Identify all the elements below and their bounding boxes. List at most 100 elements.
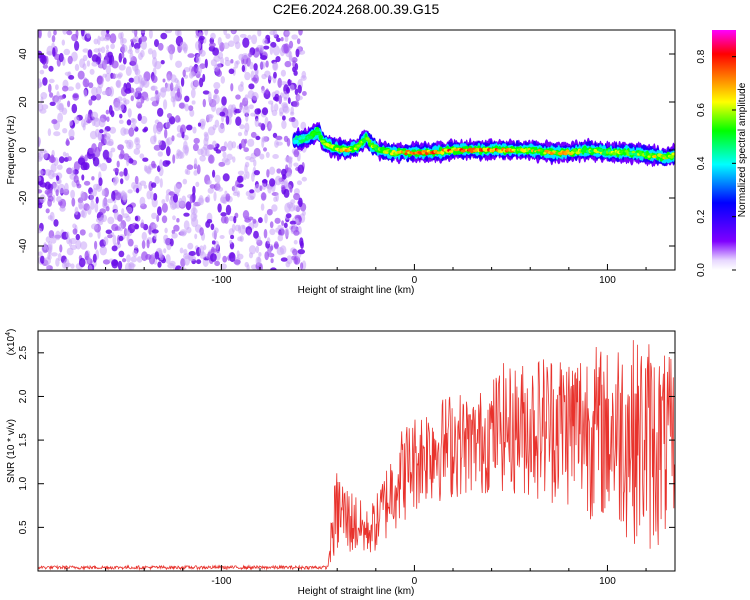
noise-blob [183, 212, 190, 217]
noise-blob [219, 235, 225, 239]
noise-blob [234, 60, 239, 69]
noise-blob [122, 258, 127, 263]
noise-blob [126, 119, 132, 126]
noise-blob [239, 106, 243, 112]
noise-blob [67, 86, 74, 91]
noise-blob [168, 116, 176, 125]
noise-blob [156, 127, 162, 135]
noise-blob [57, 112, 63, 123]
noise-blob [165, 193, 170, 203]
noise-blob [70, 189, 75, 199]
noise-blob [276, 168, 282, 174]
noise-blob [212, 47, 220, 56]
noise-blob [66, 30, 73, 36]
noise-blob [171, 203, 178, 209]
noise-blob [91, 176, 95, 181]
noise-blob [257, 108, 261, 114]
noise-blob [289, 84, 295, 92]
noise-blob [244, 161, 250, 168]
noise-blob [287, 78, 291, 87]
noise-blob [168, 191, 175, 196]
noise-blob [213, 227, 219, 234]
noise-blob [103, 129, 108, 135]
noise-blob [89, 130, 98, 140]
x-tick-label: -100 [211, 275, 231, 286]
noise-blob [232, 156, 236, 163]
noise-blob [47, 128, 52, 137]
y-tick-label: 1.5 [18, 433, 29, 447]
noise-blob [105, 72, 111, 82]
noise-blob [220, 215, 227, 224]
noise-blob [254, 183, 262, 193]
noise-blob [49, 92, 54, 98]
noise-blob [101, 188, 106, 196]
noise-blob [299, 237, 304, 247]
noise-blob [293, 70, 298, 76]
noise-blob [285, 156, 293, 161]
noise-blob [127, 108, 132, 118]
noise-blob [136, 256, 143, 263]
noise-blob [151, 229, 159, 234]
noise-blob [154, 175, 160, 185]
noise-blob [270, 267, 277, 270]
noise-blob [143, 184, 148, 189]
signal-blob [388, 149, 393, 153]
noise-blob [210, 32, 216, 40]
noise-blob [247, 216, 254, 221]
noise-blob [227, 140, 234, 151]
noise-blob [258, 252, 262, 257]
noise-blob [163, 99, 168, 110]
noise-blob [217, 186, 224, 192]
noise-blob [43, 257, 51, 265]
noise-blob [111, 60, 119, 69]
noise-blob [296, 95, 303, 101]
noise-blob [112, 73, 116, 80]
noise-blob [171, 232, 178, 239]
noise-blob [122, 193, 127, 203]
noise-blob [178, 197, 183, 207]
noise-blob [87, 205, 92, 215]
noise-blob [55, 189, 59, 197]
noise-blob [218, 124, 226, 134]
noise-blob [80, 30, 85, 37]
noise-blob [172, 154, 176, 164]
noise-blob [92, 183, 101, 190]
noise-blob [83, 180, 91, 186]
noise-blob [242, 210, 250, 220]
noise-blob [146, 239, 150, 249]
noise-blob [49, 101, 56, 107]
noise-blob [225, 193, 231, 202]
noise-blob [265, 88, 269, 95]
signal-blob [365, 137, 370, 141]
noise-blob [125, 229, 131, 236]
noise-blob [251, 91, 259, 101]
noise-blob [92, 253, 97, 263]
signal-blob [318, 135, 324, 139]
noise-blob [277, 77, 283, 88]
noise-blob [82, 48, 89, 53]
noise-blob [253, 230, 259, 239]
signal-blob [315, 129, 320, 132]
snr-y-multiplier-close: ) [6, 329, 17, 332]
noise-blob [244, 129, 248, 136]
noise-blob [125, 66, 132, 76]
signal-blob [448, 150, 454, 153]
noise-blob [95, 196, 99, 204]
noise-blob [301, 176, 307, 182]
noise-blob [121, 208, 125, 215]
noise-blob [48, 78, 55, 84]
noise-blob [131, 30, 137, 34]
noise-blob [211, 240, 216, 245]
noise-blob [122, 57, 127, 65]
signal-blob [645, 152, 650, 156]
noise-blob [103, 135, 111, 145]
noise-blob [139, 35, 148, 43]
noise-blob [166, 243, 172, 251]
noise-blob [193, 158, 198, 168]
noise-blob [110, 43, 115, 50]
noise-blob [65, 231, 70, 239]
noise-blob [160, 87, 167, 98]
signal-blob [425, 151, 429, 156]
noise-blob [255, 135, 261, 141]
noise-blob [260, 203, 265, 211]
